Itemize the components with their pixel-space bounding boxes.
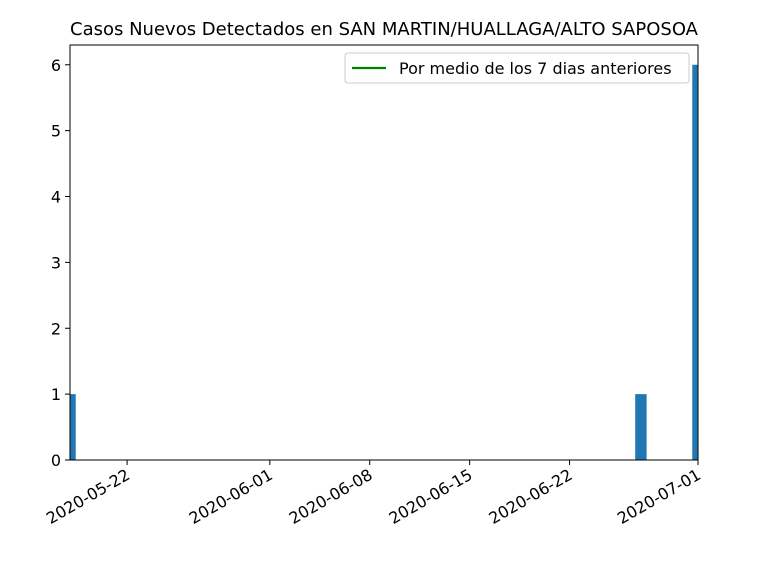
x-tick-label-1: 2020-06-01 — [186, 465, 276, 528]
chart-title: Casos Nuevos Detectados en SAN MARTIN/HU… — [70, 19, 699, 40]
legend-label: Por medio de los 7 dias anteriores — [399, 59, 672, 78]
bar-0 — [70, 394, 76, 460]
x-tick-label-2: 2020-06-08 — [286, 465, 376, 528]
x-tick-label-0: 2020-05-22 — [43, 465, 133, 528]
bar-1 — [635, 394, 647, 460]
x-tick-label-4: 2020-06-22 — [486, 465, 576, 528]
legend-box — [344, 52, 690, 84]
y-tick-label-6: 6 — [51, 56, 61, 75]
y-tick-label-4: 4 — [51, 188, 61, 207]
bars-layer — [70, 64, 698, 460]
plot-frame — [69, 44, 699, 461]
y-tick-label-0: 0 — [51, 451, 61, 470]
y-tick-label-5: 5 — [51, 122, 61, 141]
x-tick-label-3: 2020-06-15 — [386, 465, 476, 528]
y-tick-label-3: 3 — [51, 253, 61, 272]
y-tick-label-2: 2 — [51, 319, 61, 338]
y-tick-label-1: 1 — [51, 385, 61, 404]
x-tick-label-5: 2020-07-01 — [614, 465, 704, 528]
bar-2 — [692, 64, 698, 460]
chart-legend: Por medio de los 7 dias anteriores — [344, 52, 690, 84]
